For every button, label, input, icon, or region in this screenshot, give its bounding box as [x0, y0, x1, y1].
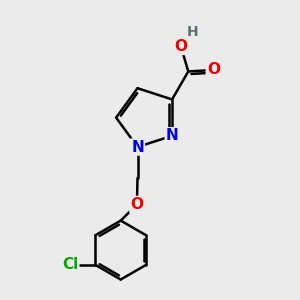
Text: O: O — [207, 62, 220, 77]
Text: N: N — [166, 128, 178, 143]
Text: H: H — [186, 25, 198, 39]
Text: N: N — [131, 140, 144, 154]
Text: O: O — [130, 197, 143, 212]
Text: Cl: Cl — [62, 257, 78, 272]
Text: O: O — [174, 39, 188, 54]
